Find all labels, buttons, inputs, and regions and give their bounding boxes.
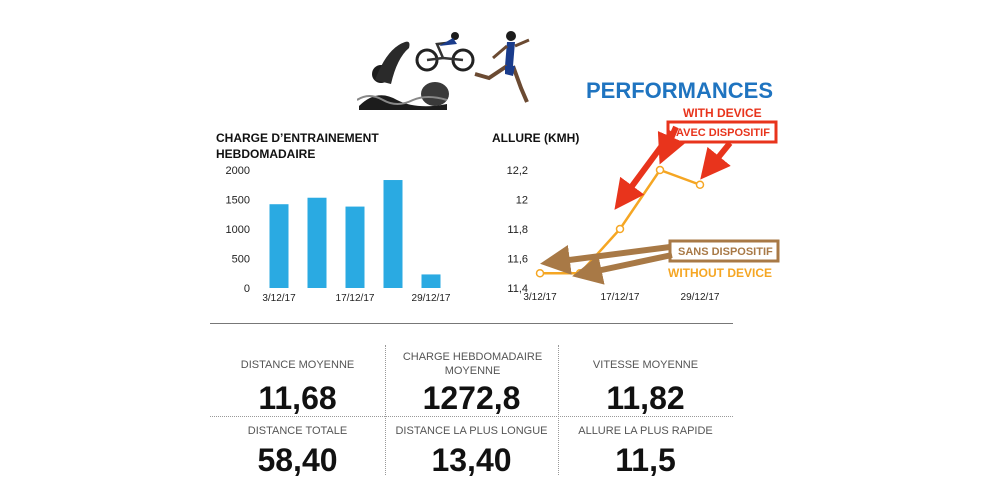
- stat-value-allure-plus-rapide: 11,5: [615, 442, 676, 478]
- brown-arrow-2: [572, 252, 673, 285]
- red-arrow-2: [657, 125, 686, 165]
- data-point: [655, 165, 665, 175]
- bar: [383, 180, 403, 288]
- sans-dispositif-box: [668, 239, 780, 263]
- stat-value-distance-totale: 58,40: [257, 442, 338, 478]
- bar-x-tick-label: 17/12/17: [336, 293, 375, 304]
- stat-value-distance-moyenne: 11,68: [258, 380, 337, 416]
- bar-y-tick-label: 1500: [226, 195, 250, 207]
- page-title: PERFORMANCES: [586, 78, 774, 103]
- stat-label-distance-moyenne: DISTANCE MOYENNE: [240, 359, 355, 371]
- line-chart: 11,4 11,6 11,8 12 12,2 3/12/17 17/12/17 29/12/1…: [507, 106, 780, 303]
- data-point: [535, 269, 545, 278]
- swimmer-icon: [357, 41, 449, 110]
- stat-value-distance-plus-longue: 13,40: [431, 442, 512, 478]
- bar-x-tick-label: 3/12/17: [262, 293, 296, 304]
- line-x-tick-label: 3/12/17: [523, 292, 557, 303]
- triathlon-illustration: [357, 31, 530, 110]
- bar-y-tick-label: 1000: [226, 224, 250, 236]
- line-y-tick-label: 12: [516, 195, 528, 207]
- bar-y-tick-label: 500: [232, 254, 250, 266]
- line-x-tick-label: 29/12/17: [681, 292, 720, 303]
- without-device-label: WITHOUT DEVICE: [668, 266, 772, 280]
- bar: [345, 206, 365, 288]
- line-y-tick-label: 11,4: [507, 283, 528, 295]
- bar-chart: 0 500 1000 1500 2000 3/12/17 17/12/17 29/12/17: [226, 165, 451, 304]
- avec-dispositif-label: AVEC DISPOSITIF: [676, 127, 770, 139]
- stat-label-charge-moyenne: CHARGE HEBDOMADAIRE MOYENNE: [402, 351, 543, 377]
- runner-icon: [474, 31, 530, 103]
- red-arrow-3: [700, 141, 733, 180]
- bar-y-tick-label: 0: [244, 283, 250, 295]
- cyclist-icon: [415, 32, 475, 72]
- stat-label-vitesse-moyenne: VITESSE MOYENNE: [592, 359, 699, 371]
- bar: [269, 204, 289, 288]
- stat-label-distance-totale: DISTANCE TOTALE: [247, 425, 348, 437]
- stat-label-distance-plus-longue: DISTANCE LA PLUS LONGUE: [395, 425, 548, 437]
- bar-chart-title: CHARGE D’ENTRAINEMENT HEBDOMADAIRE: [216, 131, 379, 161]
- line-y-tick-label: 12,2: [507, 165, 528, 177]
- line-y-tick-label: 11,6: [507, 254, 528, 266]
- line-x-tick-label: 17/12/17: [601, 292, 640, 303]
- data-point: [615, 224, 625, 234]
- stat-value-charge-moyenne: 1272,8: [422, 380, 521, 416]
- section-divider: [210, 323, 733, 324]
- stat-label-allure-plus-rapide: ALLURE LA PLUS RAPIDE: [578, 425, 713, 437]
- stat-value-vitesse-moyenne: 11,82: [606, 380, 685, 416]
- stats-vdivider-1: [385, 345, 386, 475]
- with-device-label: WITH DEVICE: [683, 106, 762, 120]
- line-chart-title: ALLURE (KMH): [492, 131, 580, 145]
- brown-arrow-1: [540, 244, 671, 275]
- stats-vdivider-2: [558, 345, 559, 475]
- bar-y-tick-label: 2000: [226, 165, 250, 177]
- bar: [421, 274, 441, 288]
- data-point: [695, 180, 705, 189]
- bar: [307, 197, 327, 288]
- line-y-tick-label: 11,8: [507, 224, 528, 236]
- bar-x-tick-label: 29/12/17: [412, 293, 451, 304]
- sans-dispositif-label: SANS DISPOSITIF: [678, 246, 773, 258]
- stats-hdivider: [210, 416, 733, 417]
